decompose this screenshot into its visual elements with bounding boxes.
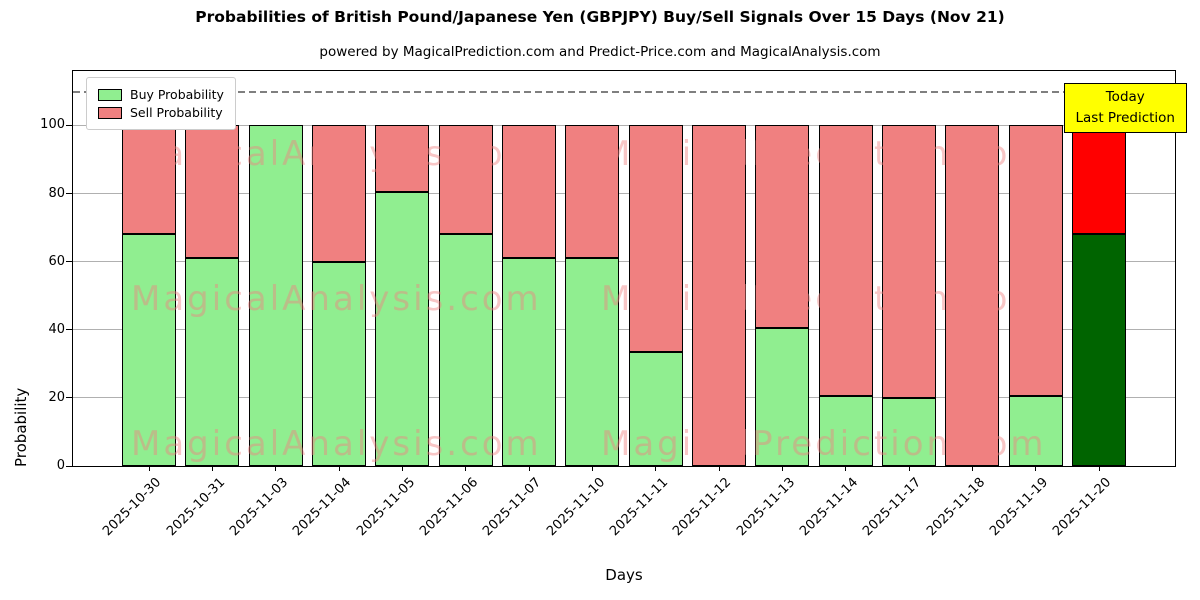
- bar-sell-segment: [565, 125, 620, 259]
- x-tick-mark: [971, 466, 973, 471]
- x-tick-mark: [148, 466, 150, 471]
- x-tick-label: 2025-11-03: [227, 475, 292, 540]
- y-tick-mark: [66, 397, 72, 399]
- bar-buy-segment: [882, 397, 936, 466]
- bar-sell-segment: [438, 125, 493, 235]
- bar-buy-segment: [565, 258, 620, 466]
- bar-buy-segment: [185, 258, 240, 466]
- bar-buy-segment: [438, 234, 493, 466]
- y-tick-label: 100: [40, 117, 65, 133]
- bar-buy-segment: [628, 351, 683, 466]
- x-tick-mark: [1098, 466, 1100, 471]
- y-tick-mark: [66, 329, 72, 331]
- x-tick-label: 2025-11-12: [670, 475, 735, 540]
- x-tick-label: 2025-10-30: [100, 475, 165, 540]
- gridline: [73, 329, 1175, 331]
- today-annotation: Today Last Prediction: [1063, 83, 1187, 133]
- x-tick-label: 2025-11-14: [797, 475, 862, 540]
- x-tick-mark: [591, 466, 593, 471]
- bar-sell-segment: [312, 125, 366, 262]
- x-tick-label: 2025-11-10: [543, 475, 608, 540]
- x-tick-mark: [845, 466, 847, 471]
- bar-buy-segment: [818, 396, 873, 466]
- x-tick-label: 2025-11-05: [353, 475, 418, 540]
- bar-sell-segment: [122, 125, 176, 235]
- x-tick-mark: [401, 466, 403, 471]
- x-tick-label: 2025-11-13: [733, 475, 798, 540]
- plot-area: MagicalAnalysis.com MagicalPrediction.com…: [72, 70, 1176, 467]
- legend-entry: Sell Probability: [98, 105, 224, 120]
- bar-buy-segment: [1008, 396, 1063, 466]
- x-tick-mark: [338, 466, 340, 471]
- bar-sell-segment: [375, 125, 430, 192]
- x-tick-label: 2025-11-20: [1050, 475, 1115, 540]
- x-tick-mark: [781, 466, 783, 471]
- bar-buy-segment: [248, 125, 303, 466]
- chart-subtitle: powered by MagicalPrediction.com and Pre…: [319, 44, 881, 60]
- x-tick-label: 2025-11-11: [607, 475, 672, 540]
- legend-swatch: [98, 106, 122, 119]
- x-tick-label: 2025-10-31: [163, 475, 228, 540]
- bar-sell-segment: [818, 125, 873, 397]
- x-tick-label: 2025-11-07: [480, 475, 545, 540]
- bar-sell-segment: [502, 125, 556, 259]
- gridline: [73, 124, 1175, 126]
- x-tick-mark: [275, 466, 277, 471]
- x-tick-label: 2025-11-04: [290, 475, 355, 540]
- legend-entry: Buy Probability: [98, 87, 224, 102]
- y-tick-mark: [66, 465, 72, 467]
- x-tick-mark: [655, 466, 657, 471]
- bar-sell-segment: [628, 125, 683, 352]
- bar-buy-segment: [375, 191, 430, 466]
- x-tick-mark: [718, 466, 720, 471]
- annotation-line: Today: [1105, 89, 1145, 105]
- bar-sell-segment: [755, 125, 810, 329]
- x-tick-label: 2025-11-19: [987, 475, 1052, 540]
- bar-buy-segment: [755, 328, 810, 466]
- bar-buy-segment: [502, 258, 556, 466]
- legend: Buy Probability Sell Probability: [86, 77, 236, 130]
- x-tick-mark: [211, 466, 213, 471]
- bar-sell-segment: [882, 125, 936, 398]
- x-tick-mark: [528, 466, 530, 471]
- gridline: [73, 193, 1175, 195]
- legend-label: Sell Probability: [130, 105, 223, 120]
- gridline: [73, 397, 1175, 399]
- x-axis-label: Days: [605, 566, 643, 584]
- dashed-threshold-line: [73, 91, 1175, 93]
- y-tick-mark: [66, 193, 72, 195]
- bar-sell-segment: [692, 125, 746, 466]
- bar-buy-segment: [312, 261, 366, 466]
- y-tick-label: 20: [48, 389, 65, 405]
- x-tick-mark: [1035, 466, 1037, 471]
- bar-sell-segment: [1008, 125, 1063, 397]
- x-tick-label: 2025-11-18: [923, 475, 988, 540]
- bar-sell-segment: [185, 125, 240, 259]
- bar-sell-segment: [1072, 125, 1126, 235]
- bar-sell-segment: [945, 125, 1000, 466]
- y-tick-mark: [66, 124, 72, 126]
- annotation-line: Last Prediction: [1075, 109, 1175, 126]
- y-tick-label: 0: [56, 458, 65, 473]
- y-tick-label: 40: [48, 321, 65, 337]
- legend-label: Buy Probability: [130, 87, 224, 102]
- bar-buy-segment: [1072, 234, 1126, 466]
- gridline: [73, 261, 1175, 263]
- x-tick-label: 2025-11-06: [417, 475, 482, 540]
- x-tick-label: 2025-11-17: [860, 475, 925, 540]
- chart-title: Probabilities of British Pound/Japanese …: [195, 8, 1005, 26]
- bar-buy-segment: [122, 234, 176, 466]
- y-tick-label: 80: [48, 185, 65, 201]
- y-tick-mark: [66, 261, 72, 263]
- x-tick-mark: [908, 466, 910, 471]
- legend-swatch: [98, 88, 122, 101]
- y-tick-label: 60: [48, 253, 65, 269]
- x-tick-mark: [465, 466, 467, 471]
